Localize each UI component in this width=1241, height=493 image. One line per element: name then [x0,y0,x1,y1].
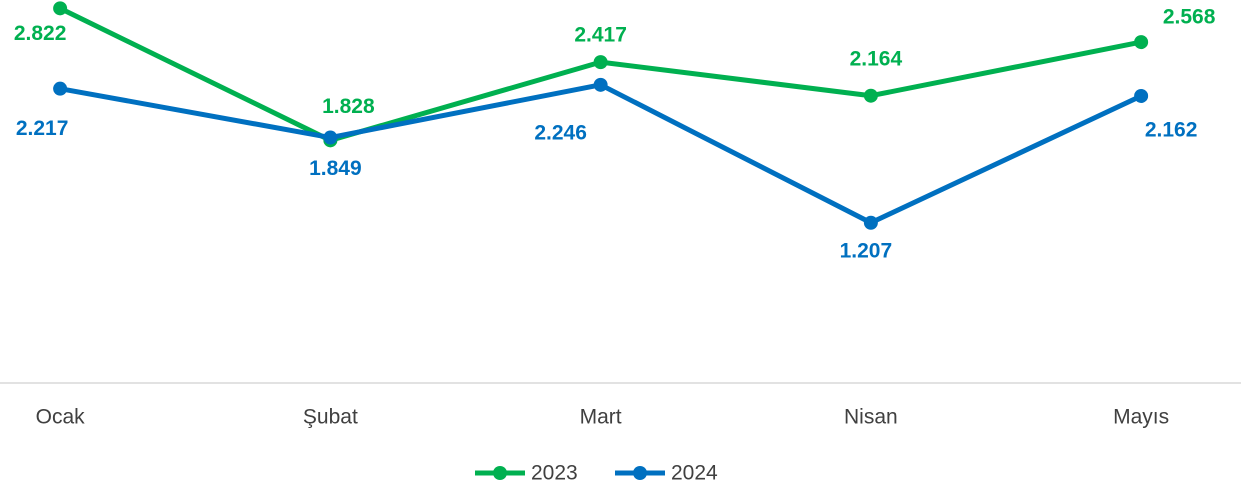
point [1134,88,1149,103]
x-tick-label: Ocak [36,406,86,429]
data-label: 2.568 [1163,6,1216,29]
x-tick-label: Mart [580,406,622,429]
data-label: 2.162 [1145,119,1198,142]
data-label: 2.217 [16,117,69,140]
legend-label: 2023 [531,462,578,485]
x-tick-label: Nisan [844,406,898,429]
point [863,88,878,103]
data-label: 2.164 [850,47,903,70]
point [323,130,338,145]
data-label: 1.849 [309,157,362,180]
data-label: 2.417 [574,24,627,47]
point [593,55,608,70]
point [1134,35,1149,50]
point [53,1,68,16]
data-label: 2.246 [534,121,587,144]
legend-label: 2024 [671,462,718,485]
line [59,82,1143,226]
x-tick-label: Şubat [303,406,358,429]
point [863,215,878,230]
point [593,77,608,92]
point [53,81,68,96]
data-label: 1.828 [322,95,375,118]
data-label: 1.207 [840,239,893,262]
legend-marker [493,466,507,480]
x-tick-label: Mayıs [1113,406,1169,429]
data-label: 2.822 [14,22,67,45]
legend-marker [633,466,647,480]
